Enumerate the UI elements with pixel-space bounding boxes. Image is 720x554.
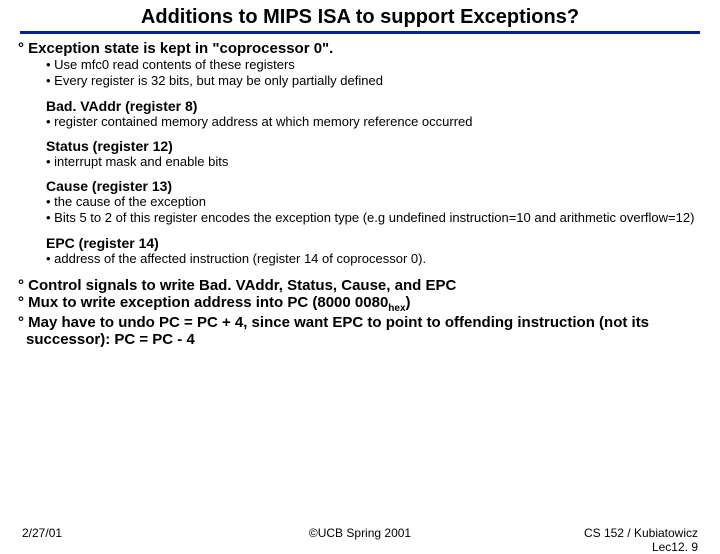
section-4: ° May have to undo PC = PC + 4, since wa… (18, 314, 702, 348)
register-14-bullet: • address of the affected instruction (r… (18, 251, 702, 267)
section-3-post: ) (406, 294, 411, 311)
register-12-bullet: • interrupt mask and enable bits (18, 154, 702, 170)
register-13-bullet-1: • the cause of the exception (18, 194, 702, 210)
section-2: ° Control signals to write Bad. VAddr, S… (18, 277, 702, 294)
register-12-heading: Status (register 12) (18, 138, 702, 154)
slide-body: ° Exception state is kept in "coprocesso… (0, 40, 720, 348)
register-8-bullet: • register contained memory address at w… (18, 114, 702, 130)
register-8-heading: Bad. VAddr (register 8) (18, 98, 702, 114)
section-3: ° Mux to write exception address into PC… (18, 294, 702, 314)
section-3-pre: ° Mux to write exception address into PC… (18, 294, 388, 311)
section-1-bullet-2: • Every register is 32 bits, but may be … (18, 73, 702, 89)
section-3-sub: hex (388, 303, 405, 314)
slide-title: Additions to MIPS ISA to support Excepti… (0, 0, 720, 31)
register-14-heading: EPC (register 14) (18, 235, 702, 251)
section-1-heading: ° Exception state is kept in "coprocesso… (18, 40, 702, 57)
footer-course-line2: Lec12. 9 (652, 540, 698, 554)
register-13-bullet-2: • Bits 5 to 2 of this register encodes t… (18, 210, 702, 226)
section-1-bullet-1: • Use mfc0 read contents of these regist… (18, 57, 702, 73)
footer-course: CS 152 / Kubiatowicz Lec12. 9 (584, 526, 698, 554)
footer-course-line1: CS 152 / Kubiatowicz (584, 526, 698, 540)
title-underline (20, 31, 700, 34)
register-13-heading: Cause (register 13) (18, 178, 702, 194)
